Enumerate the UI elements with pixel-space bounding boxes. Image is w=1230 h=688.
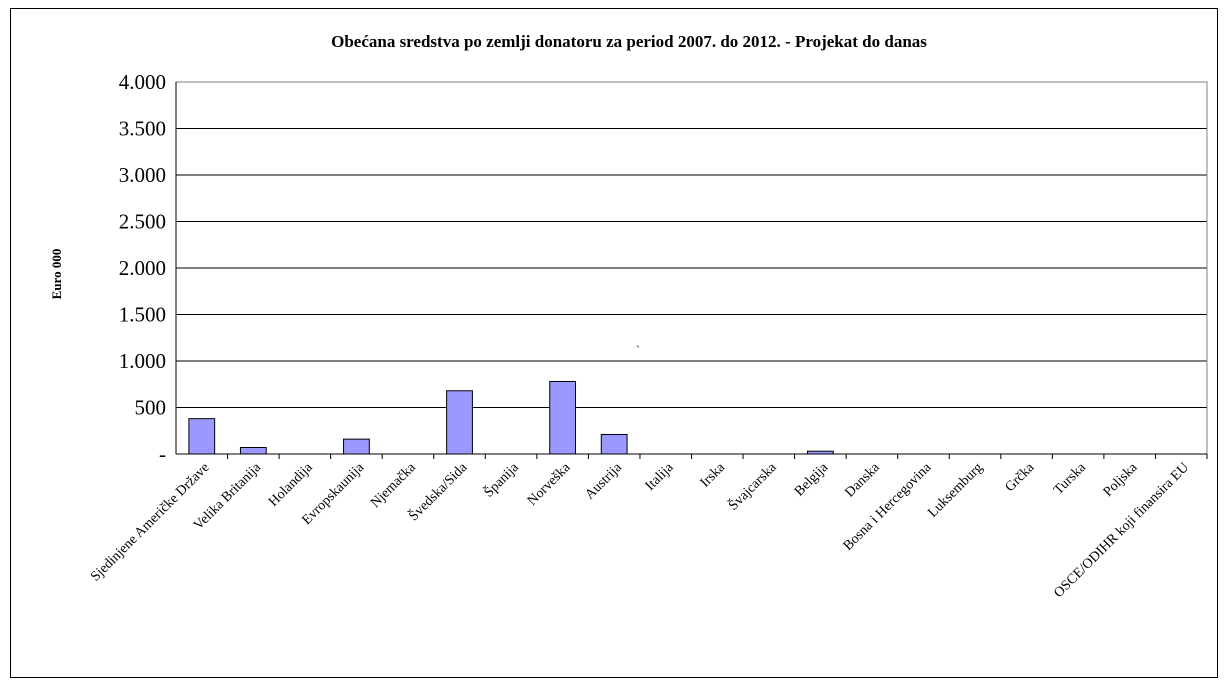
y-tick-label: - [159,442,166,466]
y-tick-label: 4.000 [119,70,166,94]
x-tick-label: Luksemburg [925,460,985,520]
x-tick-label: Norveška [525,460,574,509]
bar [446,390,473,455]
x-tick-label: Bosna i Hercegovina [841,460,935,554]
x-tick-label: Holandija [266,460,316,510]
y-tick-labels: - 500 1.000 1.500 2.000 2.500 3.000 3.500 4.000 [119,70,166,466]
bar-chart: Obećana sredstva po zemlji donatoru za p… [49,32,1208,601]
bar [239,446,267,455]
y-tick-label: 3.000 [119,163,166,187]
chart-title: Obećana sredstva po zemlji donatoru za p… [331,32,927,51]
x-tick-label: Danska [842,460,883,501]
x-tick-label: Irska [698,460,729,491]
x-tick-label: Poljska [1101,460,1141,500]
x-tick-label: Belgija [792,460,832,500]
bar [343,438,370,455]
y-tick-label: 2.000 [119,256,166,280]
bar [806,450,834,455]
x-tick-label: Španija [480,458,522,500]
y-tick-label: 1.500 [119,303,166,327]
bar [188,418,216,455]
gridlines [175,81,1208,459]
x-tick-label: Grčka [1003,460,1038,495]
x-tick-label: Italija [643,460,677,494]
y-tick-label: 3.500 [119,117,166,141]
annotation-mark: ` [636,343,640,357]
y-tick-label: 500 [135,396,167,420]
x-tick-label: Švajcarska [725,458,780,513]
x-tick-label: Njemačka [368,460,419,511]
bar [549,380,577,455]
x-tick-label: Turska [1051,460,1089,498]
y-tick-label: 1.000 [119,349,166,373]
y-axis-label: Euro 000 [49,249,64,300]
bars [188,380,834,455]
y-tick-label: 2.500 [119,210,166,234]
bar [600,433,628,455]
x-tick-label: Austrija [582,460,625,503]
chart-frame: Obećana sredstva po zemlji donatoru za p… [10,8,1218,678]
